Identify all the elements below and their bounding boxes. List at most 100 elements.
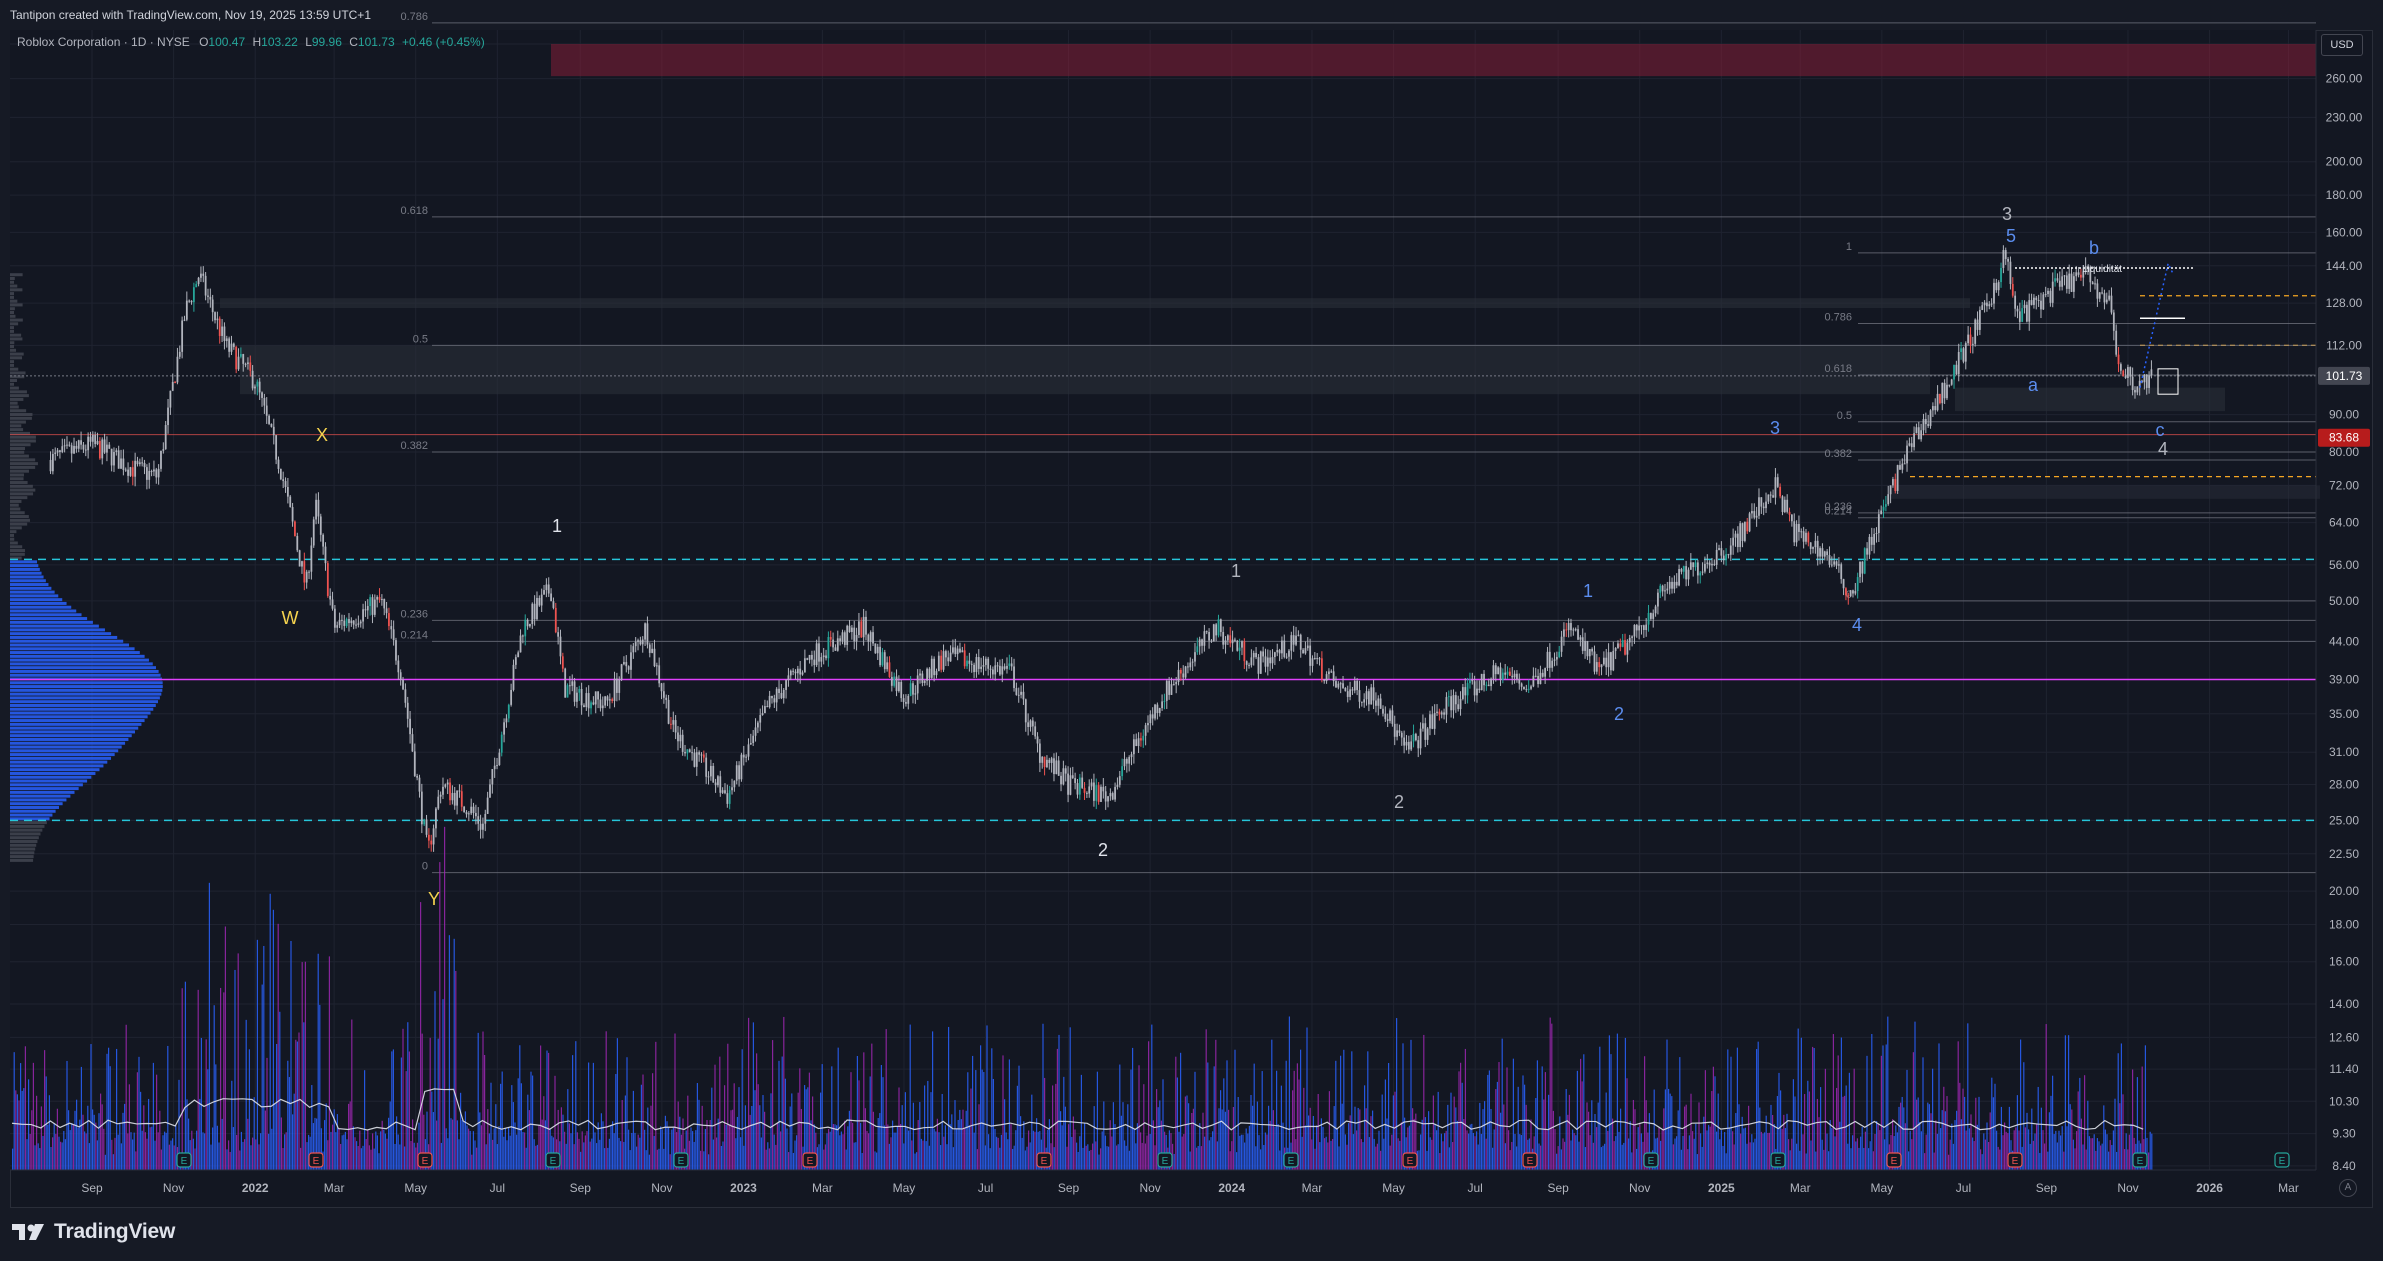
candle-body — [1064, 768, 1067, 774]
volume-bar — [1306, 1027, 1308, 1170]
candle-body — [759, 715, 762, 723]
symbol-name[interactable]: Roblox Corporation · 1D · NYSE — [17, 35, 190, 49]
candle-body — [996, 665, 999, 667]
volume-bar — [1821, 1139, 1823, 1170]
candle-body — [662, 691, 665, 698]
volume-bar — [917, 1120, 919, 1170]
volume-bar — [2074, 1148, 2076, 1170]
volume-bar — [535, 1145, 537, 1170]
volume-bar — [450, 1118, 452, 1170]
candle-body — [1555, 656, 1558, 660]
candle-body — [1210, 640, 1213, 642]
volume-bar — [1647, 1132, 1649, 1170]
autoscale-button[interactable]: A — [2339, 1179, 2357, 1197]
candle-body — [63, 445, 66, 447]
volume-bar — [578, 1138, 580, 1170]
volume-bar — [120, 1143, 122, 1170]
volume-bar — [1164, 1131, 1166, 1170]
candle-body — [2025, 304, 2028, 322]
candle-body — [1847, 595, 1850, 597]
time-tick-label: 2022 — [242, 1181, 269, 1195]
volume-bar — [479, 1112, 481, 1170]
price-tick-label: 64.00 — [2329, 516, 2359, 530]
price-tick-label: 80.00 — [2329, 445, 2359, 459]
candle-body — [1403, 737, 1406, 746]
volume-bar — [943, 1136, 945, 1170]
volume-bar — [1072, 1116, 1074, 1170]
fib-level-label: 0.618 — [400, 205, 428, 217]
candle-body — [232, 343, 235, 347]
volume-bar — [861, 1152, 863, 1170]
volume-bar — [772, 1040, 774, 1170]
volume-bar — [1568, 1094, 1570, 1170]
candle-body — [1868, 536, 1871, 555]
volume-bar — [1682, 1135, 1684, 1170]
volume-bar — [496, 1144, 498, 1170]
volume-bar — [618, 1137, 620, 1170]
earnings-marker-label: E — [1288, 1156, 1295, 1167]
volume-bar — [71, 1123, 73, 1170]
candle-body — [1485, 684, 1488, 686]
volume-bar — [631, 1132, 633, 1170]
volume-bar — [1519, 1134, 1521, 1170]
volume-bar — [1904, 1123, 1906, 1170]
earnings-marker: E — [1036, 1152, 1052, 1168]
volume-profile-bar — [10, 288, 23, 292]
chart-canvas[interactable]: 0.7860.6180.50.3820.2360.214010.7860.618… — [0, 0, 2383, 1208]
volume-bar — [471, 1154, 473, 1170]
volume-bar — [1914, 1021, 1916, 1170]
volume-bar — [77, 1127, 79, 1170]
candle-body — [1132, 739, 1135, 755]
candle-body — [709, 765, 712, 777]
volume-bar — [2018, 1130, 2020, 1170]
candle-body — [858, 621, 860, 636]
candle-body — [1699, 572, 1702, 576]
candle-body — [1269, 657, 1272, 664]
volume-bar — [1853, 1068, 1855, 1170]
candle-body — [430, 840, 433, 845]
volume-profile-bar — [10, 390, 27, 394]
volume-bar — [312, 1123, 314, 1170]
volume-profile-bar — [10, 745, 122, 749]
volume-bar — [1012, 1148, 1014, 1170]
volume-bar — [1648, 1113, 1650, 1170]
candle-body — [1863, 548, 1866, 574]
time-tick-label: Nov — [1629, 1181, 1650, 1195]
candle-body — [333, 608, 336, 628]
candle-body — [1884, 504, 1887, 507]
volume-bar — [1748, 1105, 1750, 1170]
currency-button[interactable]: USD — [2321, 34, 2363, 56]
candle-body — [1751, 511, 1753, 514]
alert-price-label: 83.68 — [2329, 431, 2359, 445]
volume-bar — [679, 1116, 681, 1170]
volume-bar — [1690, 1093, 1692, 1170]
volume-bar — [1613, 1141, 1615, 1170]
volume-bar — [1701, 1146, 1703, 1170]
candle-body — [564, 668, 567, 698]
earnings-marker-label: E — [181, 1156, 188, 1167]
wave-label: Y — [428, 889, 440, 909]
candle-body — [1990, 303, 1993, 305]
time-tick-label: May — [404, 1181, 427, 1195]
candle-body — [1245, 661, 1248, 665]
volume-bar — [1696, 1154, 1698, 1170]
volume-bar — [957, 1119, 959, 1170]
volume-bar — [591, 1138, 593, 1170]
tradingview-logo[interactable]: TradingView — [12, 1217, 175, 1247]
candle-body — [1551, 660, 1554, 668]
volume-bar — [1210, 1137, 1212, 1170]
volume-bar — [506, 1140, 508, 1170]
symbol-legend[interactable]: Roblox Corporation · 1D · NYSE O100.47 H… — [17, 35, 485, 49]
volume-bar — [1631, 1152, 1633, 1170]
candle-body — [1927, 424, 1930, 426]
volume-bar — [1218, 1108, 1220, 1170]
candle-body — [1212, 624, 1215, 642]
candle-body — [385, 608, 388, 614]
volume-bar — [653, 1135, 655, 1170]
earnings-marker: E — [308, 1152, 324, 1168]
candle-body — [1880, 510, 1883, 515]
candle-body — [1715, 549, 1718, 565]
candle-body — [1386, 719, 1389, 721]
candle-body — [728, 790, 731, 804]
